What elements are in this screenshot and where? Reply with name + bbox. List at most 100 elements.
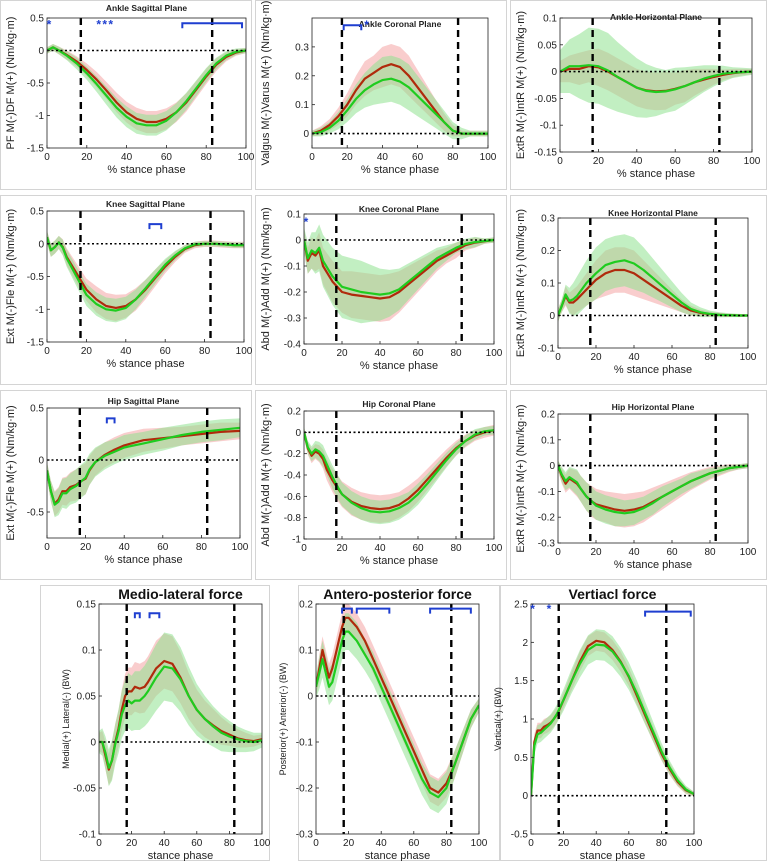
x-tick-label: 0 <box>301 348 307 359</box>
panel-ankle-sagittal: 0 20 40 60 80 100 0.5 0 -0.5 -1 -1.5 % stance phase… <box>0 0 255 190</box>
x-tick-label: 80 <box>199 346 211 357</box>
panel-title: Antero-posterior force <box>323 586 472 602</box>
x-tick-label: 80 <box>441 838 453 849</box>
y-tick-label: 0.1 <box>541 279 555 290</box>
series-b-mean-line <box>558 259 748 317</box>
panel-title: Ankle Coronal Plane <box>359 19 442 29</box>
x-tick-label: 0 <box>309 152 315 163</box>
axis-box <box>315 603 480 835</box>
y-tick-label: -0.1 <box>538 344 556 355</box>
y-tick-label: -0.05 <box>73 784 96 795</box>
plot-area <box>531 629 694 801</box>
series-b-sd-band <box>304 224 494 324</box>
x-tick-label: 60 <box>408 838 420 849</box>
y-axis-label: Abd M(-)Add M(+) (Nm/kg·m) <box>260 403 272 546</box>
y-tick-label: -0.5 <box>27 79 45 90</box>
significance-star: * <box>364 18 369 32</box>
x-tick-label: 20 <box>593 156 605 167</box>
y-tick-label: -0.15 <box>534 148 557 159</box>
x-tick-label: 20 <box>343 838 355 849</box>
y-tick-label: -0.2 <box>284 449 302 460</box>
series-a-sd-band <box>316 604 479 807</box>
x-tick-label: 60 <box>666 547 678 558</box>
x-tick-label: 0 <box>557 156 563 167</box>
x-tick-label: 40 <box>374 543 386 554</box>
x-tick-label: 100 <box>238 152 255 163</box>
significance-star: * <box>47 18 52 32</box>
x-tick-label: 100 <box>686 838 703 849</box>
y-axis-label: Posterior(+) Anterior(-) (BW) <box>278 663 288 776</box>
series-a-mean-line <box>304 238 494 300</box>
x-axis-label: % stance phase <box>614 364 692 376</box>
series-b-mean-line <box>304 238 494 296</box>
y-tick-label: 0.3 <box>541 214 555 225</box>
x-tick-label: 100 <box>740 547 757 558</box>
y-tick-label: 0.2 <box>541 410 555 421</box>
y-axis-label: ExtR M(-)IntR M(+) (Nm/kg·m) <box>515 11 527 159</box>
y-tick-label: -0.2 <box>284 288 302 299</box>
significance-bracket <box>148 612 161 619</box>
y-tick-label: -0.1 <box>284 262 302 273</box>
plot-area <box>47 44 246 136</box>
series-b-sd-band <box>99 632 262 787</box>
x-tick-label: 100 <box>236 346 253 357</box>
y-tick-label: -0.1 <box>79 830 97 841</box>
significance-bracket <box>429 607 472 614</box>
y-axis-label: ExtR M(-)IntR M(+) (Nm/kg·m) <box>515 209 527 357</box>
y-tick-label: 0 <box>38 456 44 467</box>
significance-star: * <box>102 18 107 32</box>
y-tick-label: 0 <box>38 46 44 57</box>
y-tick-label: -1 <box>35 305 44 316</box>
significance-star: * <box>304 215 309 229</box>
x-axis-label: % stance phase <box>614 559 692 571</box>
panel-title: Ankle Horizontal Plane <box>610 12 702 22</box>
y-tick-label: -0.5 <box>27 508 45 519</box>
y-tick-label: 0.1 <box>287 210 301 221</box>
panel-title: Hip Coronal Plane <box>362 399 435 409</box>
series-b-mean-line <box>99 665 262 769</box>
x-tick-label: 60 <box>157 542 169 553</box>
plot-area <box>316 604 479 814</box>
plot-area <box>558 460 748 528</box>
y-tick-label: -0.3 <box>284 314 302 325</box>
x-axis-label: % stance phase <box>104 554 182 566</box>
x-tick-label: 20 <box>81 346 93 357</box>
x-tick-label: 40 <box>631 156 643 167</box>
panel-title: Hip Horizontal Plane <box>612 402 695 412</box>
series-b-sd-band <box>47 418 240 518</box>
x-axis-label: stance phase <box>365 850 430 861</box>
y-tick-label: 0 <box>549 461 555 472</box>
y-tick-label: 0.1 <box>299 646 313 657</box>
series-b-mean-line <box>316 630 479 799</box>
x-axis-label: % stance phase <box>617 168 695 180</box>
panel-hip-horizontal: 0 20 40 60 80 100 0.2 0.1 0 -0.1 -0.2 -0.3 % stance … <box>510 390 767 580</box>
x-tick-label: 0 <box>555 547 561 558</box>
y-axis-label: Abd M(-)Add M(+) (Nm/kg·m) <box>260 207 272 350</box>
plot-area <box>558 234 748 322</box>
x-tick-label: 80 <box>196 542 208 553</box>
y-tick-label: -0.3 <box>538 539 556 550</box>
significance-bracket <box>644 610 692 617</box>
x-tick-label: 60 <box>412 543 424 554</box>
significance-bracket <box>355 607 391 614</box>
panel-hip-coronal: 0 20 40 60 80 100 0.2 0 -0.2 -0.4 -0.6 -0.8 -1 % stan… <box>255 390 507 580</box>
x-tick-label: 20 <box>336 543 348 554</box>
x-tick-label: 60 <box>191 838 203 849</box>
y-axis-label: Ext M(-)Fle M(+) (Nm/kg·m) <box>5 405 17 540</box>
significance-bracket <box>105 417 116 424</box>
x-axis-label: % stance phase <box>107 164 185 176</box>
y-tick-label: 2.5 <box>514 600 528 611</box>
x-tick-label: 80 <box>708 156 720 167</box>
y-tick-label: -0.5 <box>27 272 45 283</box>
y-tick-label: -0.2 <box>296 784 314 795</box>
x-tick-label: 40 <box>119 542 131 553</box>
y-tick-label: 1.5 <box>514 676 528 687</box>
x-axis-label: stance phase <box>148 850 213 861</box>
x-tick-label: 0 <box>313 838 319 849</box>
y-tick-label: 0 <box>295 236 301 247</box>
x-tick-label: 100 <box>486 543 503 554</box>
significance-bracket <box>342 24 363 31</box>
x-tick-label: 20 <box>342 152 354 163</box>
